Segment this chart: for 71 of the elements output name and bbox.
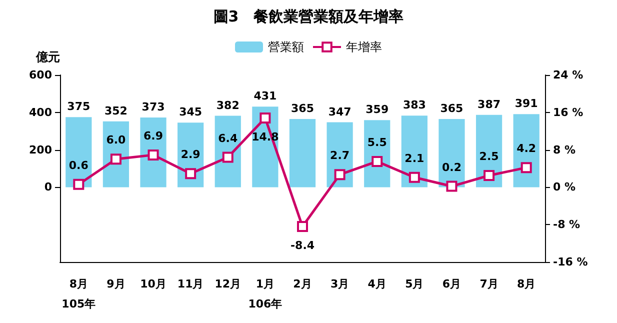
- y-tick-label: 200: [29, 143, 52, 156]
- point: [73, 178, 84, 190]
- data-label: 382: [216, 98, 240, 112]
- bar: [438, 118, 465, 188]
- legend-label: 營業額: [268, 40, 304, 54]
- x-tick-label: 5月: [405, 278, 424, 290]
- x-tick-label: 11月: [177, 278, 204, 290]
- x-tick-label: 7月: [480, 278, 498, 290]
- point: [334, 169, 346, 180]
- bar: [476, 114, 502, 188]
- y2-tick-label: 0 %: [553, 180, 576, 194]
- x-tick-label: 10月: [140, 278, 166, 290]
- point: [446, 180, 458, 192]
- data-label: 5.5: [367, 136, 387, 149]
- y2-tick-label: -16 %: [553, 256, 588, 268]
- y2-tick-label: 24 %: [553, 68, 584, 82]
- y-tick-label: 600: [29, 68, 52, 82]
- x-tick-label: 6月: [442, 278, 462, 290]
- point: [185, 168, 196, 180]
- x-tick-label: 4月: [368, 278, 386, 290]
- data-label: 0.6: [68, 158, 89, 172]
- data-label: 2.9: [180, 148, 200, 162]
- data-label: 352: [104, 104, 128, 118]
- data-label: 345: [179, 106, 202, 119]
- data-label: 373: [142, 100, 165, 114]
- x-tick-label: 12月: [214, 278, 242, 290]
- data-label: 4.2: [516, 142, 536, 156]
- data-label: 6.4: [218, 132, 238, 145]
- data-label: 391: [514, 97, 538, 110]
- point: [222, 152, 234, 163]
- x-tick-label: 8月: [517, 278, 536, 290]
- point: [110, 154, 122, 165]
- y-tick-label: 400: [29, 106, 52, 119]
- y2-tick-label: 16 %: [553, 106, 584, 119]
- bar: [513, 114, 540, 188]
- point: [372, 156, 383, 167]
- data-label: 2.5: [479, 150, 499, 164]
- data-label: 375: [67, 100, 90, 114]
- data-label: 6.9: [144, 129, 164, 142]
- data-label: 347: [328, 105, 352, 118]
- data-label: -8.4: [290, 238, 315, 252]
- y2-tick-label: 8 %: [553, 143, 576, 156]
- data-label: 2.7: [330, 149, 350, 162]
- point: [408, 172, 420, 183]
- point: [148, 149, 159, 160]
- bar: [140, 117, 166, 188]
- data-label: 6.0: [106, 134, 126, 147]
- data-label: 387: [478, 98, 501, 111]
- x-tick-label: 9月: [106, 278, 126, 290]
- y-axis-title: 億元: [35, 50, 60, 64]
- bar: [289, 118, 316, 188]
- data-label: 365: [291, 102, 314, 115]
- data-label: 2.1: [404, 152, 424, 165]
- data-label: 359: [366, 103, 389, 116]
- bar: [401, 116, 428, 188]
- point: [297, 220, 308, 232]
- chart-title: 圖3 餐飲業營業額及年增率: [213, 8, 404, 26]
- x-tick-label: 1月 106年: [248, 278, 282, 310]
- point: [484, 170, 495, 182]
- data-label: 383: [402, 98, 426, 112]
- x-tick-label: 2月: [293, 278, 312, 290]
- data-label: 365: [440, 102, 464, 115]
- x-tick-label: 3月: [330, 278, 350, 290]
- legend-label: 年增率: [346, 40, 382, 54]
- point: [520, 162, 532, 174]
- x-tick-label: 8月 105年: [62, 278, 96, 310]
- data-label: 0.2: [442, 160, 462, 174]
- point: [260, 112, 271, 124]
- data-label: 431: [254, 90, 277, 103]
- y2-tick-label: -8 %: [553, 218, 580, 232]
- y-tick-label: 0: [44, 180, 52, 194]
